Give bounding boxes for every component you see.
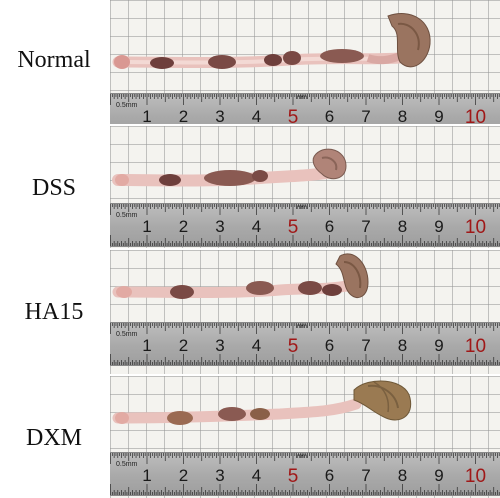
- ruler-mm-label: mm: [297, 454, 307, 460]
- colon-specimen-normal: [112, 13, 431, 69]
- ruler-mm-label: mm: [297, 324, 307, 330]
- ruler-number: 7: [361, 217, 371, 236]
- ruler-number: 8: [397, 336, 408, 355]
- ruler-number: 7: [361, 466, 371, 485]
- ruler-number: 10: [464, 107, 487, 124]
- colon-specimen-ha15: [112, 253, 369, 299]
- ruler-number: 5: [287, 217, 299, 238]
- ruler-number: 6: [324, 336, 335, 355]
- ruler-number: 1: [142, 217, 152, 236]
- ruler-number: 2: [178, 336, 189, 355]
- panel-normal: 0.5mm mm 1 2 3 4 5 6 7 8 9 10: [110, 0, 500, 124]
- ruler-unit-label: 0.5mm: [116, 331, 138, 338]
- ruler-number: 5: [287, 336, 299, 357]
- ruler-dxm: 0.5mm mm 1 2 3 4 5 6 7 8 9 10: [110, 452, 500, 496]
- ruler-number: 5: [287, 466, 299, 487]
- ruler-number: 9: [434, 107, 444, 124]
- ruler-number: 10: [464, 336, 487, 357]
- ruler-number: 1: [142, 107, 152, 124]
- ruler-ticks: [110, 94, 500, 105]
- ruler-number: 3: [215, 217, 225, 236]
- ruler-number: 6: [324, 107, 335, 124]
- ruler-number: 7: [361, 336, 371, 355]
- ruler-mm-label: mm: [297, 205, 307, 211]
- ruler-number: 10: [464, 217, 487, 238]
- ruler-unit-label: 0.5mm: [116, 212, 138, 219]
- group-label-normal: Normal: [17, 47, 91, 73]
- ruler-number: 2: [178, 466, 189, 485]
- ruler-number: 9: [434, 336, 444, 355]
- ruler-number: 3: [215, 107, 225, 124]
- ruler-number: 2: [178, 107, 189, 124]
- ruler-mm-label: mm: [297, 95, 307, 101]
- ruler-number: 1: [142, 336, 152, 355]
- ruler-number: 3: [215, 336, 225, 355]
- group-label-ha15: HA15: [24, 299, 84, 325]
- group-label-dxm: DXM: [25, 425, 82, 451]
- ruler-unit-label: 0.5mm: [116, 102, 138, 109]
- ruler-number: 6: [324, 217, 335, 236]
- ruler-number: 9: [434, 217, 444, 236]
- ruler-unit-label: 0.5mm: [116, 461, 138, 468]
- colon-specimen-dxm: [112, 380, 412, 425]
- ruler-ha15: 0.5mm mm 1 2 3 4 5 6 7 8 9 10: [110, 322, 500, 366]
- ruler-ticks: [110, 453, 500, 495]
- ruler-number: 1: [142, 466, 152, 485]
- ruler-number: 10: [464, 466, 487, 487]
- ruler-number: 3: [215, 466, 225, 485]
- ruler-ticks: [110, 323, 500, 365]
- ruler-number: 7: [361, 107, 371, 124]
- colon-specimen-dss: [112, 148, 347, 187]
- ruler-number: 6: [324, 466, 335, 485]
- ruler-number: 8: [397, 107, 408, 124]
- ruler-number: 4: [251, 217, 262, 236]
- ruler-number: 8: [397, 466, 408, 485]
- panel-dss: 0.5mm mm 1 2 3 4 5 6 7 8 9 10: [110, 126, 500, 248]
- ruler-number: 4: [251, 466, 262, 485]
- ruler-number: 4: [251, 107, 262, 124]
- ruler-number: 5: [287, 107, 299, 124]
- group-label-dss: DSS: [31, 175, 77, 201]
- ruler-dss: 0.5mm mm 1 2 3 4 5 6 7 8 9 10: [110, 203, 500, 247]
- ruler-normal: 0.5mm mm 1 2 3 4 5 6 7 8 9 10: [110, 93, 500, 124]
- panel-dxm: 0.5mm mm 1 2 3 4 5 6 7 8 9 10: [110, 376, 500, 498]
- ruler-ticks: [110, 204, 500, 246]
- ruler-number: 2: [178, 217, 189, 236]
- ruler-number: 4: [251, 336, 262, 355]
- ruler-number: 8: [397, 217, 408, 236]
- panel-ha15: 0.5mm mm 1 2 3 4 5 6 7 8 9 10: [110, 250, 500, 374]
- ruler-number: 9: [434, 466, 444, 485]
